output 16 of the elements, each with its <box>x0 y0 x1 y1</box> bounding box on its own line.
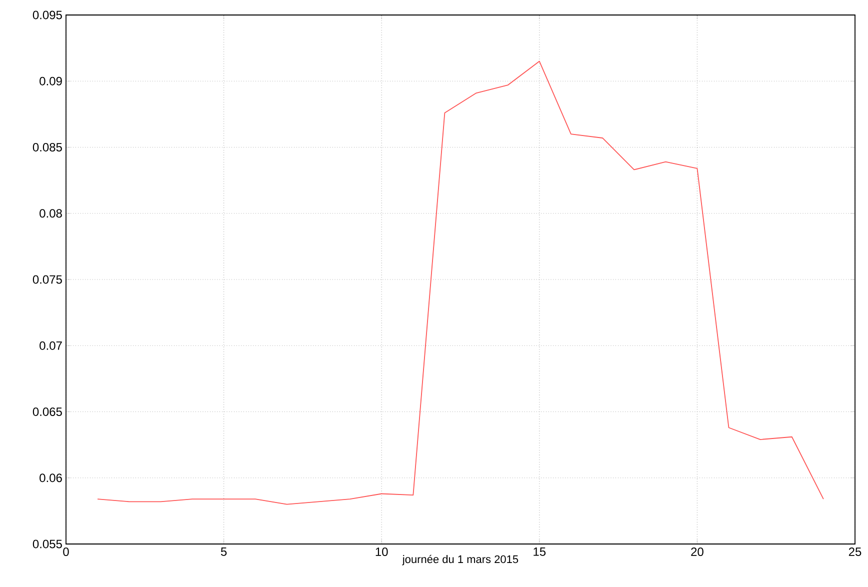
y-tick-label: 0.07 <box>40 341 62 350</box>
y-tick-label: 0.09 <box>40 76 62 86</box>
y-tick-label: 0.08 <box>40 209 62 218</box>
x-tick-label: 10 <box>376 548 388 556</box>
y-tick-label: 0.065 <box>32 408 62 416</box>
y-tick-label: 0.085 <box>32 143 62 152</box>
x-tick-label: 15 <box>534 548 546 556</box>
x-tick-label: 25 <box>848 548 862 556</box>
y-tick-label: 0.06 <box>40 474 62 482</box>
x-tick-label: 5 <box>220 548 227 556</box>
x-tick-label: 0 <box>63 548 69 556</box>
y-tick-label: 0.095 <box>32 10 62 20</box>
y-tick-label: 0.075 <box>32 275 62 284</box>
x-axis-title: journée du 1 mars 2015 <box>402 554 518 566</box>
x-tick-label: 20 <box>691 548 704 556</box>
y-tick-label: 0.055 <box>32 540 62 548</box>
